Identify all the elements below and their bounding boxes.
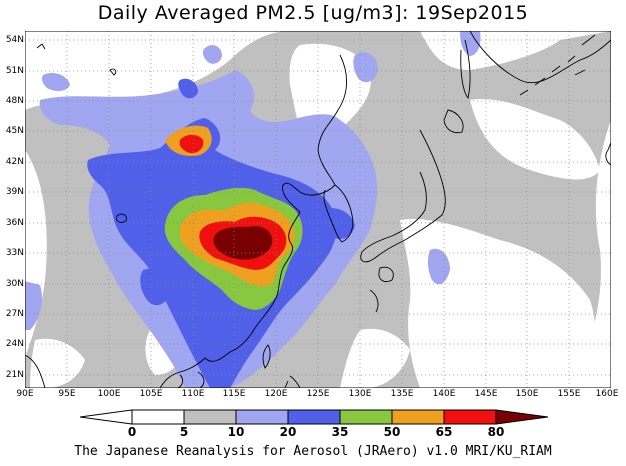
footer-credit: The Japanese Reanalysis for Aerosol (JRA…: [74, 444, 552, 459]
coastlines: [25, 31, 611, 388]
colorbar-label-50: 50: [383, 425, 401, 439]
lat-tick-45N: 45N: [5, 126, 24, 136]
lat-tick-39N: 39N: [5, 187, 24, 197]
colorbar-bin-35-50: [339, 409, 393, 425]
lon-tick-145E: 145E: [474, 389, 498, 399]
colorbar-arrow-left: [80, 409, 133, 425]
colorbar-label-20: 20: [279, 425, 297, 439]
lat-tick-51N: 51N: [5, 66, 24, 76]
lon-tick-95E: 95E: [58, 389, 76, 399]
lon-tick-120E: 120E: [264, 389, 288, 399]
lon-tick-115E: 115E: [222, 389, 246, 399]
colorbar-label-35: 35: [331, 425, 349, 439]
band-over-80: [213, 226, 273, 260]
lat-tick-24N: 24N: [5, 339, 24, 349]
colorbar-bin-65-80: [443, 409, 497, 425]
lon-tick-125E: 125E: [306, 389, 330, 399]
lat-tick-36N: 36N: [5, 218, 24, 228]
colorbar-bin-0-5: [131, 409, 185, 425]
colorbar-bin-20-35: [287, 409, 341, 425]
lat-tick-42N: 42N: [5, 157, 24, 167]
lon-tick-160E: 160E: [595, 389, 619, 399]
lon-tick-135E: 135E: [390, 389, 414, 399]
lon-tick-155E: 155E: [557, 389, 581, 399]
lat-tick-48N: 48N: [5, 96, 24, 106]
lon-tick-90E: 90E: [16, 389, 34, 399]
lat-tick-30N: 30N: [5, 279, 24, 289]
lat-tick-54N: 54N: [5, 35, 24, 45]
colorbar-label-0: 0: [127, 425, 137, 439]
lon-tick-140E: 140E: [432, 389, 456, 399]
colorbar-bin-50-65: [391, 409, 445, 425]
lat-tick-27N: 27N: [5, 309, 24, 319]
colorbar: [80, 409, 549, 425]
lon-tick-105E: 105E: [139, 389, 163, 399]
colorbar-bin-5-10: [183, 409, 237, 425]
colorbar-label-65: 65: [435, 425, 453, 439]
lon-tick-110E: 110E: [181, 389, 205, 399]
colorbar-label-5: 5: [179, 425, 189, 439]
lon-tick-130E: 130E: [348, 389, 372, 399]
lat-tick-33N: 33N: [5, 248, 24, 258]
map-title: Daily Averaged PM2.5 [ug/m3]: 19Sep2015: [97, 2, 529, 24]
colorbar-label-80: 80: [487, 425, 505, 439]
colorbar-arrow-right: [495, 409, 549, 425]
lon-tick-150E: 150E: [515, 389, 539, 399]
lat-tick-21N: 21N: [5, 370, 24, 380]
colorbar-label-10: 10: [227, 425, 245, 439]
lon-tick-100E: 100E: [97, 389, 121, 399]
gridlines: [25, 31, 611, 388]
colorbar-bin-10-20: [235, 409, 289, 425]
